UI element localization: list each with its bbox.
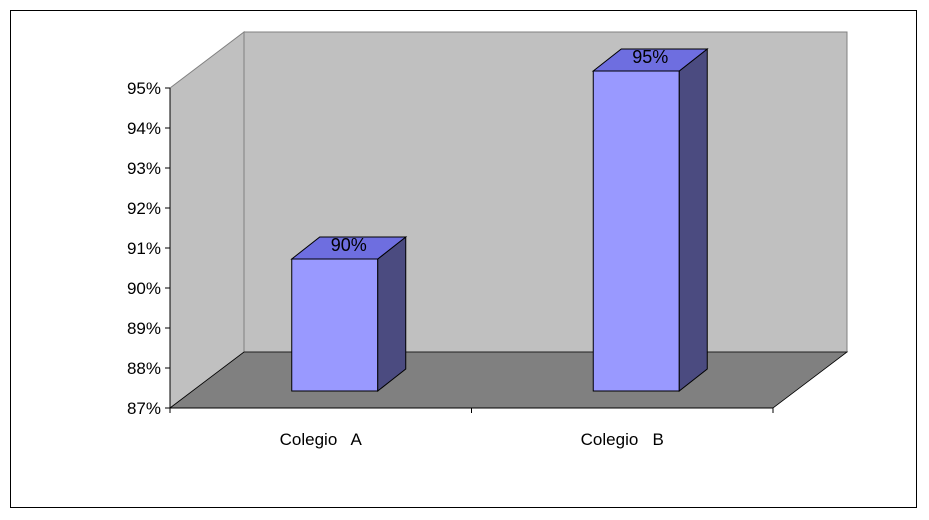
bar-2 [591,47,709,393]
bar-1 [290,235,408,393]
y-tick-label: 89% [127,319,161,338]
y-tick-label: 88% [127,359,161,378]
y-tick-label: 92% [127,199,161,218]
y-tick-label: 90% [127,279,161,298]
x-category-label: Colegio A [280,430,363,449]
bar-top [290,236,408,260]
x-category-label: Colegio B [581,430,664,449]
data-label: 95% [632,47,668,67]
y-tick-label: 95% [127,79,161,98]
y-tick-label: 94% [127,119,161,138]
bar-side [678,47,708,393]
bar-front [291,258,379,392]
side-wall [169,30,245,410]
floor [168,351,849,409]
y-tick-label: 91% [127,239,161,258]
bar-top [591,48,709,72]
bar-front [592,70,680,392]
bar-side [377,235,407,393]
y-tick-label: 87% [127,399,161,418]
data-label: 90% [331,235,367,255]
y-tick-label: 93% [127,159,161,178]
